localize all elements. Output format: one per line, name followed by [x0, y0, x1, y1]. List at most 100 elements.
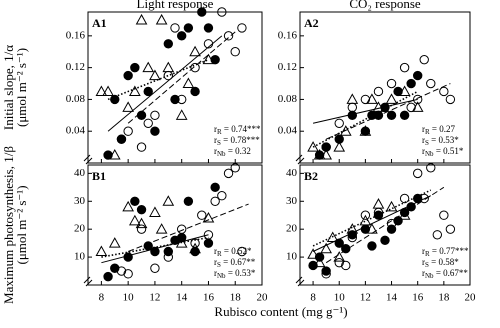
x-tick-label: 8: [99, 292, 105, 304]
stat-annotation: rS = 0.58*: [422, 257, 459, 269]
marker: [406, 78, 416, 89]
y-tick-label: 0.04: [66, 125, 86, 137]
marker: [128, 214, 141, 226]
stat-symbol: r: [422, 257, 425, 267]
stat-annotation: rS = 0.67**: [214, 257, 256, 269]
marker: [367, 241, 377, 251]
stat-symbol: r: [214, 246, 217, 256]
marker: [320, 242, 333, 254]
stat-annotation: rR = 0.52*: [214, 246, 252, 258]
x-tick-label: 10: [123, 292, 135, 304]
x-tick-label: 16: [203, 292, 215, 304]
marker: [102, 85, 114, 96]
x-tick-label: 14: [386, 292, 398, 304]
x-tick-label: 18: [438, 292, 450, 304]
marker: [237, 23, 247, 33]
marker: [182, 77, 195, 89]
stat-symbol: r: [214, 257, 217, 267]
fit-line: [325, 83, 451, 140]
marker: [347, 102, 358, 113]
x-tick-label: 18: [230, 292, 242, 304]
marker: [334, 134, 344, 144]
y-axis-label: (μmol m⁻² s⁻¹): [14, 185, 29, 264]
stat-symbol: r: [422, 268, 425, 278]
stat-subscript: S: [425, 261, 429, 269]
stat-annotation: rR = 0.27: [422, 124, 455, 136]
marker: [372, 101, 385, 112]
marker: [123, 70, 133, 81]
marker: [230, 163, 240, 173]
marker: [341, 244, 351, 254]
marker: [432, 230, 443, 240]
marker: [313, 149, 326, 160]
marker: [347, 110, 358, 121]
stat-value: = 0.51*: [434, 146, 464, 156]
stat-subscript: R: [425, 250, 430, 258]
marker: [237, 246, 247, 257]
marker: [230, 47, 240, 57]
axis-break: [83, 276, 91, 284]
x-tick-label: 10: [334, 292, 346, 304]
axis-break: [295, 276, 303, 284]
y-tick-label: 0.04: [278, 125, 298, 137]
stat-value: = 0.27: [430, 124, 456, 134]
marker: [372, 198, 385, 209]
marker: [321, 142, 331, 152]
marker: [163, 252, 174, 262]
marker: [313, 256, 326, 268]
stat-value: = 0.74***: [222, 124, 261, 134]
marker: [189, 242, 201, 254]
marker: [412, 193, 423, 204]
marker: [217, 190, 227, 201]
marker: [380, 235, 390, 246]
marker: [411, 101, 424, 112]
marker: [412, 168, 423, 179]
stat-annotation: rNb = 0.32: [214, 146, 251, 158]
stat-subscript: R: [425, 128, 430, 136]
marker: [135, 13, 148, 25]
marker: [373, 110, 384, 121]
stat-value: = 0.67**: [434, 268, 469, 278]
fit-line: [101, 236, 209, 258]
marker: [203, 230, 214, 240]
x-tick-label: 8: [310, 292, 316, 304]
marker: [136, 204, 147, 215]
axis-break: [297, 279, 305, 287]
marker: [334, 257, 344, 268]
panel-label: B2: [304, 169, 318, 183]
y-axis-label: Initial slope, 1/α: [1, 45, 16, 130]
marker: [321, 269, 331, 279]
marker: [326, 231, 339, 243]
stat-symbol: r: [422, 246, 425, 256]
marker: [223, 31, 234, 41]
marker: [307, 141, 319, 152]
plot-frame: [87, 164, 263, 286]
stat-subscript: S: [425, 139, 429, 147]
stat-value: = 0.52*: [222, 246, 252, 256]
marker: [136, 110, 147, 121]
marker: [123, 252, 133, 262]
marker: [183, 196, 194, 206]
marker: [346, 223, 359, 234]
stat-annotation: rR = 0.77***: [422, 246, 469, 258]
panel-label: A2: [304, 16, 319, 30]
fit-line: [127, 31, 236, 124]
marker: [398, 85, 411, 96]
marker: [399, 62, 410, 73]
y-axis-label: Maximum photosynthesis, 1/β: [1, 146, 16, 304]
marker: [445, 224, 456, 234]
stat-symbol: r: [214, 268, 217, 278]
x-tick-label: 12: [149, 292, 160, 304]
marker: [143, 241, 153, 251]
y-tick-label: 40: [286, 167, 298, 179]
marker: [143, 118, 153, 128]
fit-line: [107, 35, 223, 132]
stat-symbol: r: [422, 124, 425, 134]
marker: [210, 196, 220, 206]
x-tick-label: 16: [412, 292, 424, 304]
marker: [130, 196, 140, 206]
stat-symbol: r: [214, 124, 217, 134]
marker: [122, 200, 135, 212]
stat-value: = 0.53*: [226, 268, 256, 278]
